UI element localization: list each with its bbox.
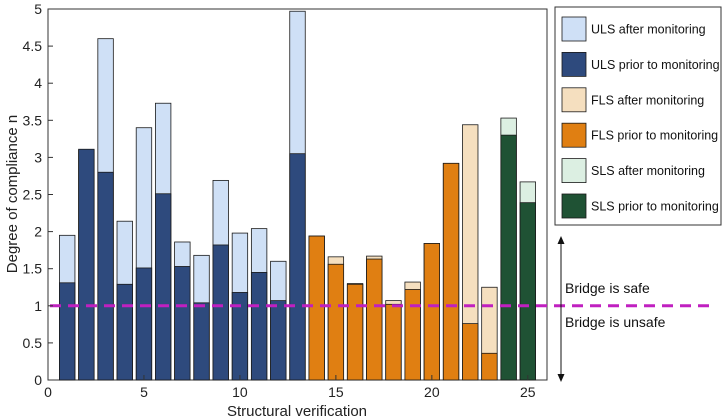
bar-sls-prior-to-monitoring-24 xyxy=(500,134,517,381)
bar-fls-prior-to-monitoring-21 xyxy=(442,162,460,381)
bars-group xyxy=(59,10,536,381)
legend-swatch-sls-after-monitoring xyxy=(561,158,587,184)
legend-label-uls-after-monitoring: ULS after monitoring xyxy=(591,23,706,37)
bar-uls-prior-to-monitoring-6 xyxy=(154,193,172,381)
y-axis-title: Degree of compliance n xyxy=(4,115,21,273)
legend: ULS after monitoring ULS prior to monitor… xyxy=(554,6,722,226)
bar-fls-prior-to-monitoring-22 xyxy=(462,323,479,381)
bar-uls-prior-to-monitoring-1 xyxy=(59,282,76,381)
legend-swatch-uls-after-monitoring xyxy=(561,16,587,42)
bar-fls-prior-to-monitoring-15 xyxy=(327,263,345,381)
y-tick-label: 0.5 xyxy=(23,335,43,351)
bar-fls-prior-to-monitoring-18 xyxy=(385,303,402,381)
y-tick-label: 3 xyxy=(34,149,42,165)
y-tick-label: 4.5 xyxy=(23,38,43,54)
y-tick-label: 0 xyxy=(34,372,42,388)
legend-swatch-fls-after-monitoring xyxy=(561,87,587,113)
x-tick-label: 25 xyxy=(520,384,536,400)
legend-swatch-sls-prior-to-monitoring xyxy=(561,193,587,219)
legend-label-sls-after-monitoring: SLS after monitoring xyxy=(591,164,705,178)
x-tick-label: 0 xyxy=(44,384,52,400)
y-tick-label: 3.5 xyxy=(23,112,43,128)
x-tick-label: 10 xyxy=(232,384,248,400)
bar-fls-prior-to-monitoring-14 xyxy=(308,235,325,381)
bar-uls-prior-to-monitoring-2 xyxy=(78,148,95,381)
legend-label-fls-after-monitoring: FLS after monitoring xyxy=(591,93,704,107)
bar-fls-prior-to-monitoring-17 xyxy=(366,258,383,381)
y-tick-label: 4 xyxy=(34,75,42,91)
bar-fls-prior-to-monitoring-16 xyxy=(346,283,364,381)
bar-uls-prior-to-monitoring-9 xyxy=(212,244,229,381)
bar-uls-prior-to-monitoring-8 xyxy=(193,302,210,381)
bar-uls-prior-to-monitoring-11 xyxy=(250,272,268,381)
bar-fls-prior-to-monitoring-20 xyxy=(423,243,441,381)
y-tick-label: 1.5 xyxy=(23,261,43,277)
bar-uls-prior-to-monitoring-3 xyxy=(97,171,114,381)
safety-annotation: Bridge is safe Bridge is unsafe xyxy=(557,236,666,382)
bar-fls-prior-to-monitoring-23 xyxy=(481,352,498,381)
legend-swatch-fls-prior-to-monitoring xyxy=(561,122,587,148)
bridge-unsafe-label: Bridge is unsafe xyxy=(565,314,666,330)
arrow-down-icon xyxy=(557,374,565,382)
y-tick-label: 2 xyxy=(34,224,42,240)
y-tick-label: 2.5 xyxy=(23,187,43,203)
ticks-group: 0 5 10 15 20 25 0 0.5 1 1.5 2 2.5 3 3.5 4 4.5 5 xyxy=(23,1,536,400)
legend-label-uls-prior-to-monitoring: ULS prior to monitoring xyxy=(591,58,720,72)
bar-uls-prior-to-monitoring-5 xyxy=(135,267,153,381)
arrow-up-icon xyxy=(557,236,565,244)
x-tick-label: 15 xyxy=(328,384,344,400)
bridge-safe-label: Bridge is safe xyxy=(565,280,650,296)
bar-uls-prior-to-monitoring-4 xyxy=(116,283,133,381)
x-axis-title: Structural verification xyxy=(227,403,367,420)
x-tick-label: 5 xyxy=(140,384,148,400)
legend-label-fls-prior-to-monitoring: FLS prior to monitoring xyxy=(591,129,718,143)
y-tick-label: 5 xyxy=(34,1,42,17)
bar-uls-prior-to-monitoring-13 xyxy=(289,153,306,381)
legend-label-sls-prior-to-monitoring: SLS prior to monitoring xyxy=(591,200,719,214)
bar-fls-prior-to-monitoring-19 xyxy=(404,289,421,381)
legend-swatch-uls-prior-to-monitoring xyxy=(561,52,587,77)
x-tick-label: 20 xyxy=(424,384,440,400)
bar-sls-prior-to-monitoring-25 xyxy=(519,202,536,381)
bar-uls-prior-to-monitoring-7 xyxy=(174,266,191,381)
y-tick-label: 1 xyxy=(34,298,42,314)
legend-box xyxy=(554,6,722,226)
bar-uls-prior-to-monitoring-12 xyxy=(270,300,287,381)
